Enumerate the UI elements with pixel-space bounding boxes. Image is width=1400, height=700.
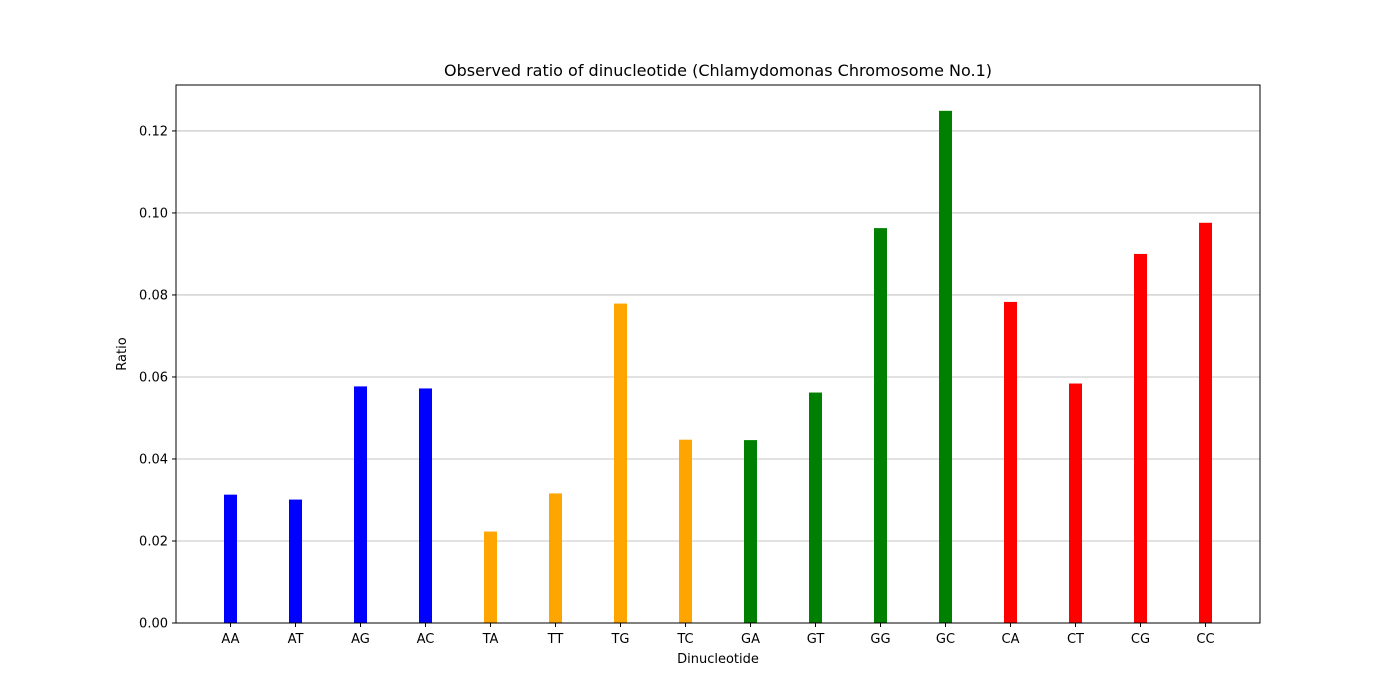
bar-aa [224,494,237,623]
bar-gc [939,110,952,623]
plot-frame [175,84,1261,624]
bar-tc [679,439,692,623]
bar-tg [614,303,627,623]
bar-ga [744,440,757,623]
x-tick-label: TA [482,632,499,647]
bar-ca [1004,301,1017,623]
bar-ta [484,531,497,623]
x-tick-label: CT [1067,632,1084,647]
x-axis-label: Dinucleotide [677,652,759,667]
y-tick-label: 0.10 [139,206,168,221]
x-tick-label: GG [870,632,890,647]
bar-ct [1069,383,1082,623]
bar-ag [354,386,367,623]
chart-title: Observed ratio of dinucleotide (Chlamydo… [444,61,992,80]
y-tick-label: 0.00 [139,617,168,632]
y-tick-label: 0.04 [139,452,168,467]
x-tick-label: AG [351,632,370,647]
x-axis-ticks: AA AT AG AC TA TT TG TC GA GT GG GC CA CT CG CC [221,623,1215,647]
y-tick-label: 0.12 [139,124,168,139]
bar-tt [549,493,562,623]
x-tick-label: GC [936,632,955,647]
bar-cc [1199,222,1212,623]
x-tick-label: TG [610,632,629,647]
bar-gg [874,228,887,624]
bar-ac [419,388,432,623]
x-tick-label: AA [221,632,239,647]
x-tick-label: CA [1002,632,1020,647]
y-tick-label: 0.02 [139,534,168,549]
y-axis-label: Ratio [115,337,130,370]
bars [224,110,1212,624]
x-tick-label: CG [1131,632,1150,647]
x-tick-label: AC [417,632,435,647]
bar-gt [809,392,822,623]
bar-cg [1134,253,1147,623]
y-tick-label: 0.06 [139,370,168,385]
bar-at [289,499,302,623]
y-tick-label: 0.08 [139,288,168,303]
x-tick-label: TC [676,632,693,647]
x-tick-label: AT [288,632,304,647]
x-tick-label: GT [807,632,825,647]
y-axis-ticks: 0.00 0.02 0.04 0.06 0.08 0.10 0.12 [139,124,176,632]
x-tick-label: TT [547,632,564,647]
x-tick-label: GA [741,632,760,647]
x-tick-label: CC [1196,632,1214,647]
